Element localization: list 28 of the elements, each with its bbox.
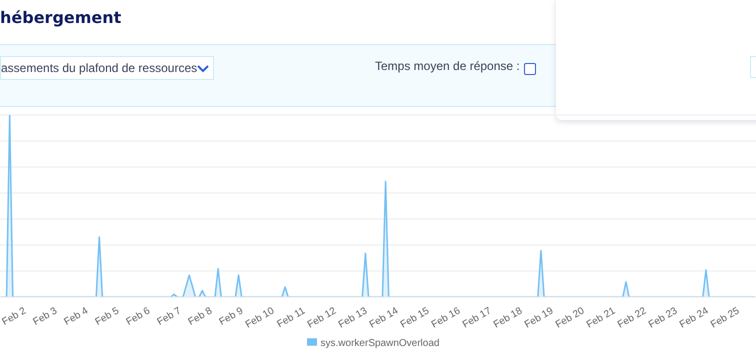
x-tick-label: Feb 22 — [616, 305, 649, 331]
x-tick-label: Feb 6 — [124, 305, 152, 328]
legend-label: sys.workerSpawnOverload — [320, 338, 440, 349]
x-tick-label: Feb 18 — [492, 305, 525, 331]
x-tick-label: Feb 24 — [678, 305, 711, 331]
x-tick-label: Feb 11 — [275, 305, 308, 330]
x-tick-label: Feb 10 — [244, 305, 277, 331]
x-tick-label: Feb 16 — [430, 305, 463, 331]
x-tick-label: Feb 8 — [186, 305, 215, 328]
x-tick-label: Feb 19 — [522, 305, 556, 331]
chart-title: hébergement — [0, 8, 122, 27]
x-tick-label: Feb 2 — [0, 305, 28, 328]
x-tick-label: Feb 9 — [218, 305, 246, 328]
x-tick-label: Feb 4 — [62, 305, 90, 328]
x-tick-label: Feb 15 — [398, 305, 432, 331]
x-tick-label: Feb 7 — [155, 305, 184, 328]
x-tick-label: Feb 3 — [31, 305, 60, 328]
text: Temps moyen de réponse : — [375, 59, 520, 73]
x-tick-label: Feb 5 — [93, 305, 122, 328]
x-tick-label: Feb 14 — [368, 305, 401, 331]
x-tick-label: Feb 13 — [336, 305, 370, 331]
x-tick-label: Feb 21 — [584, 305, 618, 331]
x-tick-label: Feb 17 — [460, 305, 494, 331]
x-tick-label: Feb 25 — [708, 305, 742, 331]
x-tick-label: Feb 20 — [554, 305, 587, 331]
x-tick-label: Feb 23 — [646, 305, 680, 331]
dropdown-field: assements du plafond de ressources — [0, 56, 214, 80]
x-tick-label: Feb 12 — [306, 305, 339, 331]
